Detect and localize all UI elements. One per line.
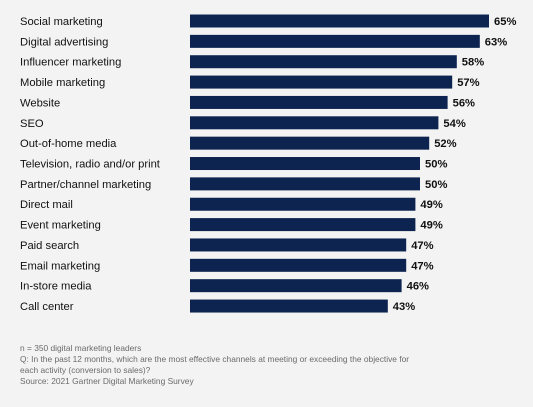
category-label: Event marketing: [20, 220, 101, 232]
value-label: 50%: [425, 159, 447, 171]
value-label: 47%: [411, 240, 433, 252]
category-label: Paid search: [20, 240, 79, 252]
value-label: 47%: [411, 260, 433, 272]
value-label: 52%: [434, 138, 456, 150]
category-label: SEO: [20, 118, 44, 130]
category-label: Website: [20, 97, 60, 109]
source-note: Source: 2021 Gartner Digital Marketing S…: [20, 376, 194, 386]
bar: [190, 279, 402, 293]
bar: [190, 116, 439, 130]
value-label: 56%: [453, 97, 475, 109]
question-note-line-1: Q: In the past 12 months, which are the …: [20, 354, 410, 364]
category-label: Digital advertising: [20, 36, 108, 48]
value-label: 54%: [443, 118, 465, 130]
category-label: Email marketing: [20, 260, 100, 272]
bar-chart-svg: Social marketing 65% Digital advertising 63…: [20, 14, 516, 313]
bar: [190, 136, 430, 150]
bar: [190, 197, 416, 211]
value-label: 43%: [393, 301, 415, 313]
bar: [190, 34, 480, 48]
category-label: Television, radio and/or print: [20, 159, 161, 171]
value-label: 65%: [494, 16, 516, 28]
bar: [190, 95, 448, 109]
bar: [190, 238, 407, 252]
bar: [190, 299, 388, 313]
category-label: Partner/channel marketing: [20, 179, 151, 191]
category-label: Direct mail: [20, 199, 73, 211]
chart-footnotes: n = 350 digital marketing leaders Q: In …: [20, 343, 520, 387]
category-label: In-store media: [20, 281, 92, 293]
value-label: 50%: [425, 179, 447, 191]
category-label: Mobile marketing: [20, 77, 105, 89]
category-label: Social marketing: [20, 16, 103, 28]
value-label: 63%: [485, 36, 507, 48]
value-label: 58%: [462, 57, 484, 69]
bar: [190, 157, 420, 171]
value-label: 57%: [457, 77, 479, 89]
bar: [190, 177, 420, 191]
sample-note: n = 350 digital marketing leaders: [20, 343, 142, 353]
category-label: Out-of-home media: [20, 138, 117, 150]
value-label: 49%: [420, 220, 442, 232]
bar: [190, 14, 489, 28]
question-note-line-2: each activity (conversion to sales)?: [20, 365, 151, 375]
value-label: 46%: [407, 281, 429, 293]
category-label: Call center: [20, 301, 74, 313]
bar-chart: Social marketing 65% Digital advertising 63…: [20, 14, 516, 313]
value-label: 49%: [420, 199, 442, 211]
bar: [190, 55, 457, 69]
bar: [190, 258, 407, 272]
category-label: Influencer marketing: [20, 57, 121, 69]
bar: [190, 75, 453, 89]
bar: [190, 218, 416, 232]
